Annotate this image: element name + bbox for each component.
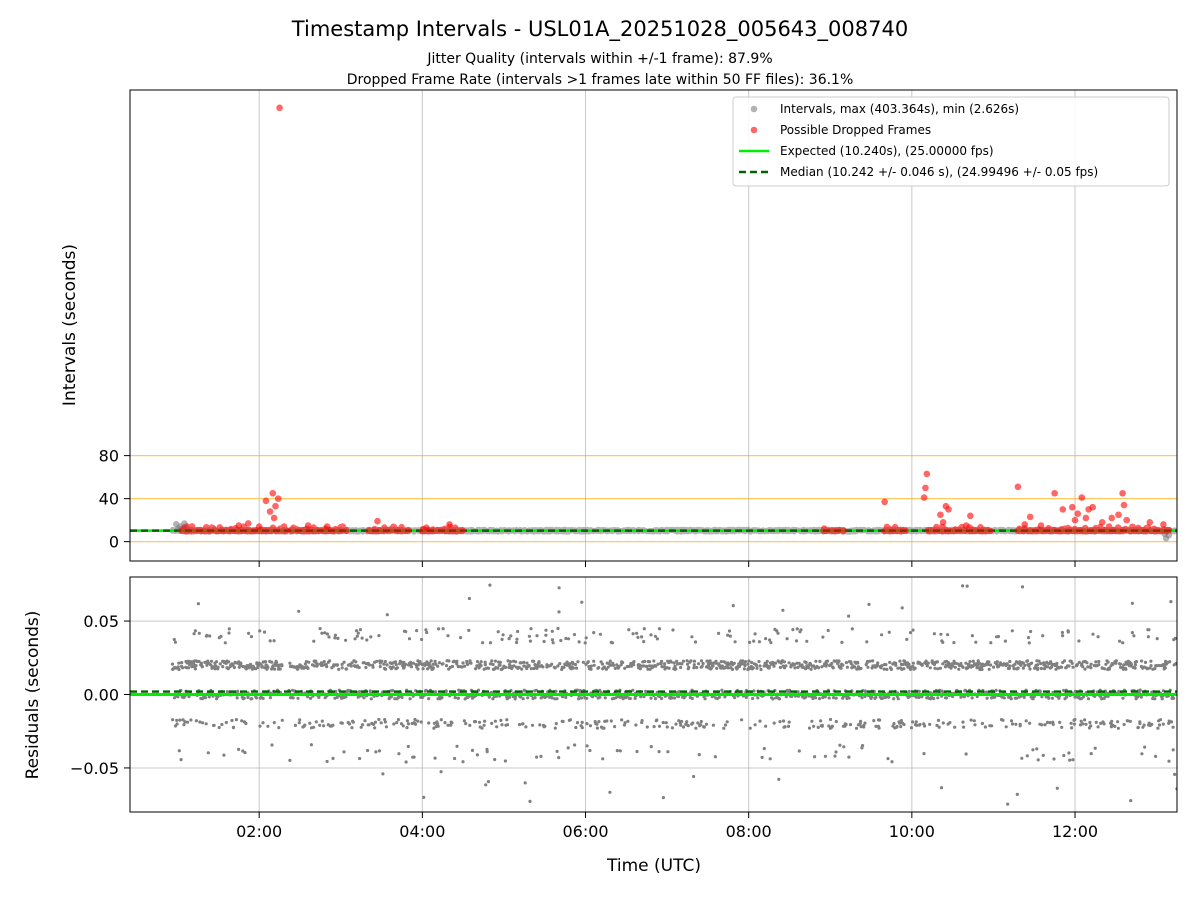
dropped-point-23 — [962, 522, 970, 529]
dropped-point-5 — [274, 495, 282, 502]
intervals-panel: 0 40 80 Intervals (seconds) Intervals, max… — [60, 89, 1178, 567]
dropped-point-27 — [1021, 521, 1029, 528]
intervals-y-tick-label-1: 40 — [99, 490, 119, 509]
dropped-point-45 — [1037, 522, 1045, 529]
legend-intervals-label: Intervals, max (403.364s), min (2.626s) — [780, 102, 1019, 116]
legend-box — [732, 96, 1170, 187]
legend-median-label: Median (10.242 +/- 0.046 s), (24.99496 +… — [780, 165, 1098, 179]
chart-title: Timestamp Intervals - USL01A_20251028_00… — [291, 17, 908, 42]
chart-subtitle-dropped: Dropped Frame Rate (intervals >1 frames … — [347, 72, 854, 88]
dropped-point-26 — [1026, 513, 1034, 521]
dropped-point-28 — [1051, 489, 1058, 497]
x-tick-label-4: 10:00 — [889, 822, 935, 841]
dropped-point-0 — [276, 104, 283, 112]
dropped-point-13 — [423, 524, 430, 531]
dropped-band-5 — [881, 523, 909, 535]
dropped-point-30 — [1069, 503, 1076, 511]
x-tick-label-3: 08:00 — [726, 822, 772, 841]
dropped-point-1 — [262, 497, 270, 505]
dropped-point-17 — [922, 484, 929, 492]
residuals-y-tick-label-0: 0.05 — [83, 612, 119, 631]
dropped-band-1 — [288, 523, 350, 535]
dropped-point-21 — [945, 506, 952, 513]
legend-intervals-marker — [750, 105, 758, 113]
dropped-point-31 — [1074, 510, 1082, 517]
dropped-point-7 — [235, 522, 243, 529]
dropped-point-39 — [1119, 489, 1126, 497]
dropped-point-38 — [1115, 511, 1122, 519]
legend-expected-label: Expected (10.240s), (25.00000 fps) — [780, 144, 994, 158]
dropped-point-4 — [272, 502, 279, 510]
dropped-point-3 — [269, 489, 277, 497]
dropped-point-11 — [323, 523, 331, 530]
dropped-point-24 — [967, 512, 974, 520]
intervals-x-ticks — [258, 561, 1076, 567]
residual-points — [170, 583, 1177, 806]
dropped-point-40 — [1120, 501, 1128, 509]
dropped-point-22 — [939, 518, 947, 526]
legend: Intervals, max (403.364s), min (2.626s) … — [732, 96, 1170, 187]
dropped-point-32 — [1078, 494, 1086, 501]
dropped-point-2 — [266, 508, 274, 515]
dropped-point-33 — [1082, 514, 1090, 522]
residuals-panel: 0.05 0.00 −0.05 02:00 04:00 06:00 08:00 10:00 1… — [23, 576, 1178, 876]
dropped-point-35 — [1089, 503, 1096, 511]
residuals-scatter — [170, 583, 1177, 806]
dropped-band-4 — [820, 525, 847, 535]
dropped-point-41 — [1123, 516, 1130, 524]
dropped-frames-scatter — [178, 104, 1173, 535]
residuals-y-tick-label-2: −0.05 — [70, 759, 119, 778]
dropped-point-19 — [937, 511, 944, 519]
dropped-point-42 — [1146, 518, 1154, 526]
chart-subtitle-jitter: Jitter Quality (intervals within +/-1 fr… — [426, 51, 772, 67]
residuals-y-axis-label: Residuals (seconds) — [23, 611, 43, 780]
legend-dropped-marker — [750, 126, 758, 134]
dropped-band-6 — [925, 523, 994, 535]
dropped-point-10 — [304, 522, 312, 529]
intervals-y-ticks: 0 40 80 — [99, 447, 130, 552]
dropped-point-9 — [255, 523, 263, 530]
x-tick-label-0: 02:00 — [236, 822, 282, 841]
dropped-point-8 — [244, 520, 252, 527]
legend-dropped-label: Possible Dropped Frames — [780, 123, 931, 137]
dropped-point-14 — [446, 521, 453, 528]
intervals-y-tick-label-0: 0 — [109, 533, 119, 552]
dropped-band-7 — [1014, 523, 1173, 535]
dropped-point-37 — [1108, 514, 1116, 522]
dropped-point-44 — [1098, 518, 1106, 526]
residuals-x-ticks: 02:00 04:00 06:00 08:00 10:00 12:00 — [236, 812, 1098, 841]
dropped-point-25 — [1014, 483, 1022, 491]
intervals-y-tick-label-2: 80 — [99, 447, 119, 466]
dropped-point-29 — [1059, 506, 1067, 513]
dropped-point-15 — [881, 498, 888, 506]
dropped-point-43 — [1160, 521, 1167, 528]
intervals-y-axis-label: Intervals (seconds) — [60, 244, 80, 406]
x-axis-label: Time (UTC) — [606, 856, 701, 876]
dropped-point-16 — [923, 470, 931, 478]
threshold-lines — [130, 455, 1177, 543]
dropped-band-0 — [178, 523, 290, 535]
dropped-point-12 — [374, 517, 381, 525]
dropped-band-3 — [419, 523, 466, 535]
residual-reference-lines — [130, 690, 1177, 696]
x-tick-label-2: 06:00 — [562, 822, 608, 841]
intervals-axes-frame — [129, 89, 1178, 562]
residuals-y-tick-label-1: 0.00 — [83, 686, 119, 705]
dropped-point-36 — [1071, 516, 1079, 524]
x-tick-label-1: 04:00 — [399, 822, 445, 841]
residuals-y-ticks: 0.05 0.00 −0.05 — [70, 612, 130, 778]
dropped-point-18 — [920, 494, 928, 501]
x-tick-label-5: 12:00 — [1052, 822, 1098, 841]
dropped-point-6 — [270, 514, 278, 522]
dropped-band-2 — [365, 523, 412, 535]
